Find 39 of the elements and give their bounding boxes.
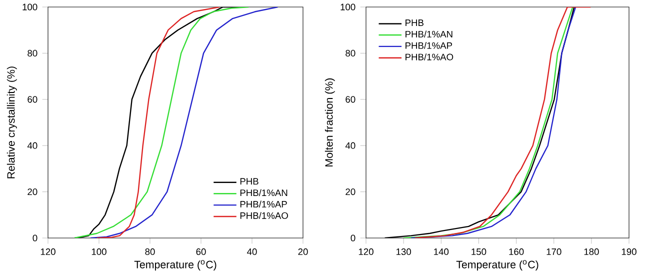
legend-label: PHB/1%AO (406, 53, 454, 60)
y-tick-label: 80 (28, 50, 38, 56)
legend-label: PHB (240, 178, 258, 185)
x-tick-label: 80 (145, 248, 155, 255)
x-tick-label: 20 (298, 248, 308, 255)
y-tick-label: 40 (27, 142, 38, 149)
y-tick-label: 60 (346, 96, 356, 103)
legend-label: PHB/1%AO (240, 212, 288, 219)
x-tick-label: 170 (546, 248, 562, 255)
x-axis-title: Temperature ($^{o}$C) (134, 260, 216, 270)
y-tick-label: 60 (28, 96, 38, 103)
x-tick-label: 130 (396, 248, 411, 255)
x-tick-label: 120 (40, 248, 56, 255)
y-tick-label: 0 (350, 234, 356, 242)
y-axis-title: Relative crystallinity (%) (6, 66, 17, 178)
x-tick-label: 160 (509, 248, 524, 255)
x-axis-title: Temperature ($^{o}$C) (456, 260, 538, 270)
line-series (96, 6, 220, 238)
x-tick-label: 190 (622, 248, 636, 255)
x-tick-label: 150 (472, 248, 486, 255)
y-tick-label: 80 (346, 50, 356, 56)
y-tick-label: 100 (22, 4, 38, 10)
y-tick-label: 20 (346, 188, 356, 196)
y-tick-label: 100 (340, 4, 356, 10)
x-tick-label: 100 (92, 248, 106, 255)
y-tick-label: 20 (28, 188, 38, 196)
x-tick-label: 120 (358, 248, 374, 255)
y-tick-label: 40 (345, 142, 356, 149)
x-tick-label: 140 (434, 248, 449, 255)
x-tick-label: 40 (247, 248, 257, 255)
legend-label: PHB/1%AP (406, 42, 452, 49)
x-tick-label: 180 (584, 248, 599, 255)
legend-label: PHB/1%AP (240, 200, 287, 208)
y-axis-title: Molten fraction (%) (324, 78, 335, 166)
legend-label: PHB (406, 20, 424, 26)
legend-label: PHB/1%AN (240, 189, 288, 196)
y-tick-label: 0 (32, 234, 38, 242)
x-tick-label: 60 (196, 248, 206, 255)
legend-label: PHB/1%AN (406, 30, 452, 38)
